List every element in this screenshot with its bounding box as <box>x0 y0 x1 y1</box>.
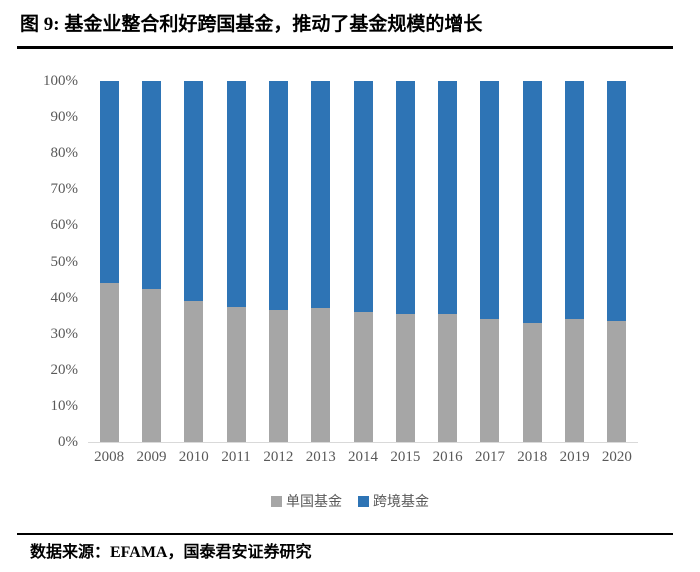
bar-slot <box>469 81 511 442</box>
bar-segment-跨境基金 <box>522 81 542 323</box>
x-axis-line <box>88 442 638 443</box>
legend-swatch <box>271 495 282 507</box>
bar-slot <box>130 81 172 442</box>
bar-segment-跨境基金 <box>353 81 373 313</box>
y-axis-tick-label: 60% <box>50 217 79 234</box>
bar-segment-跨境基金 <box>141 81 161 289</box>
bar-segment-单国基金 <box>480 319 500 442</box>
stacked-bar-2019 <box>565 81 585 442</box>
bar-segment-跨境基金 <box>99 81 119 284</box>
bar-segment-跨境基金 <box>480 81 500 320</box>
y-axis-tick-label: 80% <box>50 145 79 162</box>
bar-slot <box>553 81 595 442</box>
bar-segment-跨境基金 <box>565 81 585 320</box>
chart-legend: 单国基金 跨境基金 <box>0 491 700 511</box>
x-axis-tick-label: 2010 <box>178 449 209 465</box>
stacked-bar-2012 <box>268 81 288 442</box>
y-axis-tick-label: 90% <box>50 109 79 126</box>
bar-slot <box>342 81 384 442</box>
y-axis-tick-label: 20% <box>50 361 79 378</box>
title-rule <box>17 46 673 49</box>
x-axis-tick-label: 2012 <box>263 449 294 465</box>
footer-rule <box>17 533 673 535</box>
y-axis-tick-label: 10% <box>50 397 79 414</box>
plot-area <box>88 81 638 442</box>
stacked-bar-2009 <box>141 81 161 442</box>
legend-item: 单国基金 <box>271 491 342 511</box>
x-axis-tick-label: 2014 <box>348 449 379 465</box>
x-axis-tick-label: 2017 <box>474 449 505 465</box>
bar-segment-单国基金 <box>184 301 204 442</box>
bar-segment-跨境基金 <box>395 81 415 314</box>
x-axis-tick-label: 2020 <box>601 449 632 465</box>
y-axis-tick-label: 30% <box>50 325 79 342</box>
y-axis-tick-label: 100% <box>43 73 78 89</box>
y-axis-tick-label: 40% <box>50 289 79 306</box>
bar-slot <box>596 81 638 442</box>
y-axis: 0% 10% 20% 30% 40% 50% 60% 70% 80% 90% 100% <box>0 73 79 450</box>
bar-segment-跨境基金 <box>438 81 458 314</box>
y-axis-tick-label: 0% <box>58 434 78 450</box>
x-axis-tick-label: 2018 <box>517 449 548 465</box>
legend-label: 单国基金 <box>286 495 342 510</box>
bar-slot <box>384 81 426 442</box>
bar-slot <box>88 81 130 442</box>
bar-slot <box>215 81 257 442</box>
x-axis: 2008 2009 2010 2011 2012 2013 2014 2015 2016 2017… <box>88 448 638 466</box>
x-axis-tick-label: 2016 <box>432 449 463 465</box>
x-axis-tick-label: 2008 <box>94 449 125 465</box>
legend-label: 跨境基金 <box>373 495 429 510</box>
x-axis-tick-label: 2009 <box>136 449 167 465</box>
stacked-bar-2016 <box>438 81 458 442</box>
stacked-bar-2020 <box>607 81 627 442</box>
stacked-bar-2017 <box>480 81 500 442</box>
data-source: 数据来源：EFAMA，国泰君安证券研究 <box>30 544 312 561</box>
stacked-bar-2013 <box>311 81 331 442</box>
legend-item: 跨境基金 <box>358 491 429 511</box>
bar-segment-跨境基金 <box>607 81 627 322</box>
bar-segment-单国基金 <box>99 283 119 442</box>
y-axis-tick-label: 50% <box>50 253 79 270</box>
legend-swatch <box>358 495 369 507</box>
stacked-bar-2008 <box>99 81 119 442</box>
bar-slot <box>257 81 299 442</box>
bar-slot <box>511 81 553 442</box>
bar-segment-单国基金 <box>353 312 373 442</box>
bar-segment-跨境基金 <box>184 81 204 302</box>
bar-segment-单国基金 <box>565 319 585 442</box>
bar-segment-单国基金 <box>607 321 627 442</box>
x-axis-tick-label: 2011 <box>221 449 251 465</box>
x-axis-tick-label: 2015 <box>390 449 421 465</box>
x-axis-tick-label: 2019 <box>559 449 590 465</box>
bar-segment-单国基金 <box>268 310 288 442</box>
stacked-bar-2011 <box>226 81 246 442</box>
bar-segment-单国基金 <box>141 288 161 442</box>
bar-slot <box>173 81 215 442</box>
stacked-bar-2014 <box>353 81 373 442</box>
bar-segment-跨境基金 <box>268 81 288 311</box>
bar-segment-跨境基金 <box>311 81 331 309</box>
stacked-bar-2018 <box>522 81 542 442</box>
stacked-bar-2010 <box>184 81 204 442</box>
bar-segment-单国基金 <box>522 322 542 442</box>
figure-title: 图 9: 基金业整合利好跨国基金，推动了基金规模的增长 <box>20 14 483 35</box>
bar-segment-跨境基金 <box>226 81 246 307</box>
bar-slot <box>300 81 342 442</box>
x-axis-tick-label: 2013 <box>305 449 336 465</box>
bar-segment-单国基金 <box>438 313 458 442</box>
y-axis-tick-label: 70% <box>50 181 79 198</box>
bar-segment-单国基金 <box>311 308 331 442</box>
bar-slot <box>427 81 469 442</box>
stacked-bar-2015 <box>395 81 415 442</box>
bar-segment-单国基金 <box>395 313 415 442</box>
bar-segment-单国基金 <box>226 306 246 442</box>
